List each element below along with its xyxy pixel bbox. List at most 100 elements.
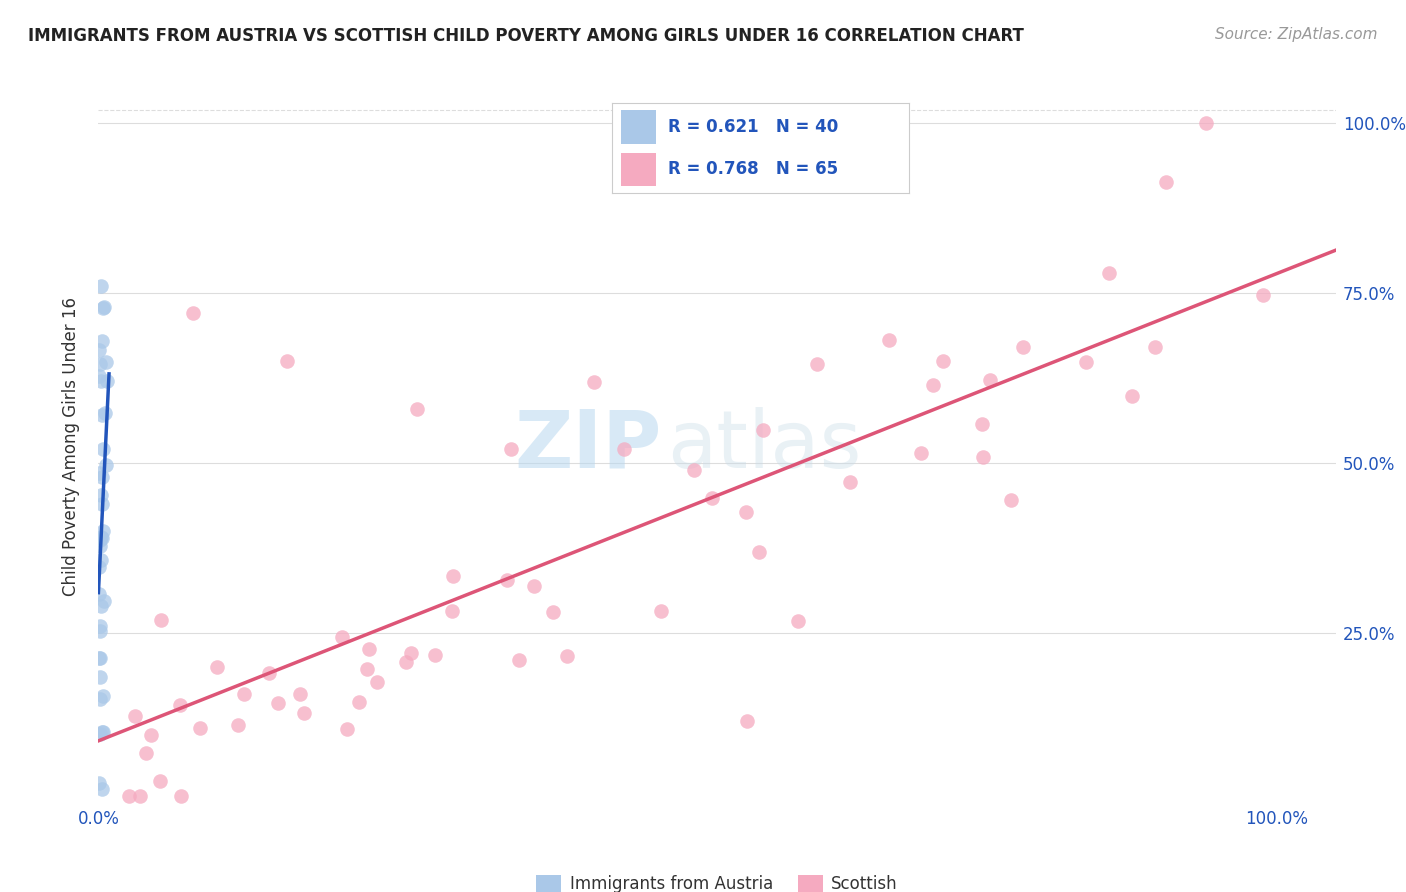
Point <box>91 301 114 316</box>
Point <box>336 722 359 736</box>
Point <box>89 368 111 383</box>
Point <box>89 651 111 665</box>
Point <box>91 497 114 511</box>
Point <box>806 357 828 371</box>
Point <box>90 553 112 567</box>
Legend: Immigrants from Austria, Scottish: Immigrants from Austria, Scottish <box>530 868 904 892</box>
Point <box>94 458 117 472</box>
Point <box>405 401 427 416</box>
Point <box>96 355 118 369</box>
Point <box>508 652 530 666</box>
Point <box>93 594 115 608</box>
Point <box>932 354 955 368</box>
Point <box>87 343 110 358</box>
Point <box>90 488 112 502</box>
Point <box>787 614 810 628</box>
Point <box>118 789 141 803</box>
Point <box>87 650 110 665</box>
Point <box>91 442 114 457</box>
Point <box>330 630 353 644</box>
Point <box>257 665 280 680</box>
Point <box>89 560 111 574</box>
Point <box>90 725 112 739</box>
Point <box>290 687 312 701</box>
Point <box>910 445 932 459</box>
Point <box>499 442 522 457</box>
Point <box>748 545 770 559</box>
Point <box>495 574 517 588</box>
Point <box>91 409 114 423</box>
Point <box>735 714 758 729</box>
Point <box>650 604 672 618</box>
Point <box>1195 116 1218 130</box>
Point <box>555 648 578 663</box>
Point <box>441 603 464 617</box>
Point <box>181 306 204 320</box>
Point <box>921 377 943 392</box>
Point <box>423 648 446 663</box>
Text: atlas: atlas <box>668 407 862 485</box>
Point <box>613 442 636 456</box>
Point <box>149 613 172 627</box>
Point <box>90 599 112 614</box>
Point <box>91 524 114 538</box>
Point <box>90 531 112 545</box>
Point <box>91 725 114 739</box>
Text: ZIP: ZIP <box>515 407 661 485</box>
Point <box>141 728 163 742</box>
Point <box>972 450 994 465</box>
Point <box>1144 340 1167 354</box>
Point <box>267 696 290 710</box>
Point <box>839 475 862 489</box>
Point <box>752 423 775 437</box>
Point <box>89 539 111 553</box>
Point <box>347 695 370 709</box>
Point <box>89 357 111 371</box>
Point <box>90 375 112 389</box>
Point <box>1011 340 1033 354</box>
Point <box>96 374 118 388</box>
Point <box>91 689 114 703</box>
Text: IMMIGRANTS FROM AUSTRIA VS SCOTTISH CHILD POVERTY AMONG GIRLS UNDER 16 CORRELATI: IMMIGRANTS FROM AUSTRIA VS SCOTTISH CHIL… <box>28 27 1024 45</box>
Point <box>91 782 114 797</box>
Point <box>401 646 423 660</box>
Point <box>93 300 115 314</box>
Point <box>523 579 546 593</box>
Point <box>395 655 418 669</box>
Point <box>1000 492 1022 507</box>
Point <box>89 618 111 632</box>
Point <box>276 354 298 368</box>
Point <box>734 505 756 519</box>
Point <box>233 687 256 701</box>
Point <box>1156 175 1178 189</box>
Point <box>541 606 564 620</box>
Point <box>1121 389 1143 403</box>
Point <box>90 279 112 293</box>
Point <box>89 624 111 638</box>
Point <box>91 469 114 483</box>
Y-axis label: Child Poverty Among Girls Under 16: Child Poverty Among Girls Under 16 <box>62 296 80 596</box>
Point <box>90 531 112 545</box>
Point <box>292 706 315 720</box>
Point <box>135 746 157 760</box>
Point <box>89 727 111 741</box>
Point <box>205 660 228 674</box>
Point <box>877 333 900 347</box>
Point <box>970 417 993 431</box>
Point <box>356 662 378 676</box>
Point <box>129 789 152 803</box>
Point <box>357 641 380 656</box>
Point <box>91 334 114 348</box>
Point <box>149 773 172 788</box>
Point <box>87 466 110 480</box>
Point <box>89 691 111 706</box>
Point <box>366 674 388 689</box>
Point <box>89 669 111 683</box>
Point <box>583 375 606 389</box>
Point <box>89 533 111 547</box>
Point <box>1253 287 1275 301</box>
Point <box>683 463 706 477</box>
Point <box>700 491 723 506</box>
Text: Source: ZipAtlas.com: Source: ZipAtlas.com <box>1215 27 1378 42</box>
Point <box>979 373 1001 387</box>
